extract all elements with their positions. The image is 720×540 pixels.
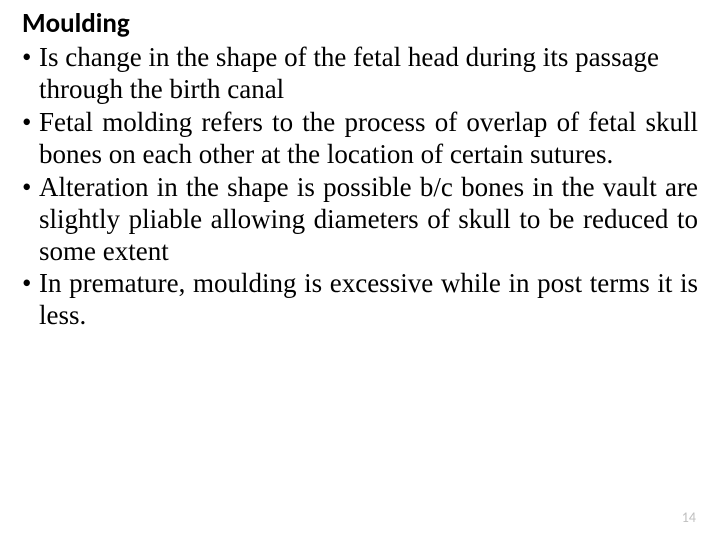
list-item: In premature, moulding is excessive whil… <box>22 268 698 332</box>
bullet-text: Is change in the shape of the fetal head… <box>39 42 659 104</box>
list-item: Fetal molding refers to the process of o… <box>22 107 698 171</box>
slide: Moulding Is change in the shape of the f… <box>0 0 720 540</box>
bullet-list: Is change in the shape of the fetal head… <box>22 42 698 332</box>
bullet-text: Fetal molding refers to the process of o… <box>39 107 698 169</box>
bullet-text: Alteration in the shape is possible b/c … <box>39 172 698 266</box>
heading: Moulding <box>22 8 698 40</box>
list-item: Is change in the shape of the fetal head… <box>22 42 698 106</box>
bullet-text: In premature, moulding is excessive whil… <box>39 268 698 330</box>
page-number: 14 <box>682 509 696 526</box>
list-item: Alteration in the shape is possible b/c … <box>22 172 698 268</box>
